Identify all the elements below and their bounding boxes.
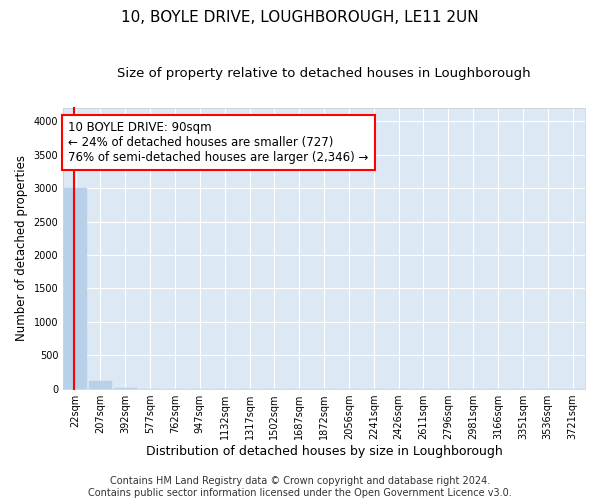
Text: 10 BOYLE DRIVE: 90sqm
← 24% of detached houses are smaller (727)
76% of semi-det: 10 BOYLE DRIVE: 90sqm ← 24% of detached … <box>68 120 369 164</box>
Bar <box>89 380 112 388</box>
Text: Contains HM Land Registry data © Crown copyright and database right 2024.
Contai: Contains HM Land Registry data © Crown c… <box>88 476 512 498</box>
Title: Size of property relative to detached houses in Loughborough: Size of property relative to detached ho… <box>117 68 531 80</box>
Text: 10, BOYLE DRIVE, LOUGHBOROUGH, LE11 2UN: 10, BOYLE DRIVE, LOUGHBOROUGH, LE11 2UN <box>121 10 479 25</box>
X-axis label: Distribution of detached houses by size in Loughborough: Distribution of detached houses by size … <box>146 444 502 458</box>
Y-axis label: Number of detached properties: Number of detached properties <box>15 156 28 342</box>
Bar <box>64 188 87 388</box>
